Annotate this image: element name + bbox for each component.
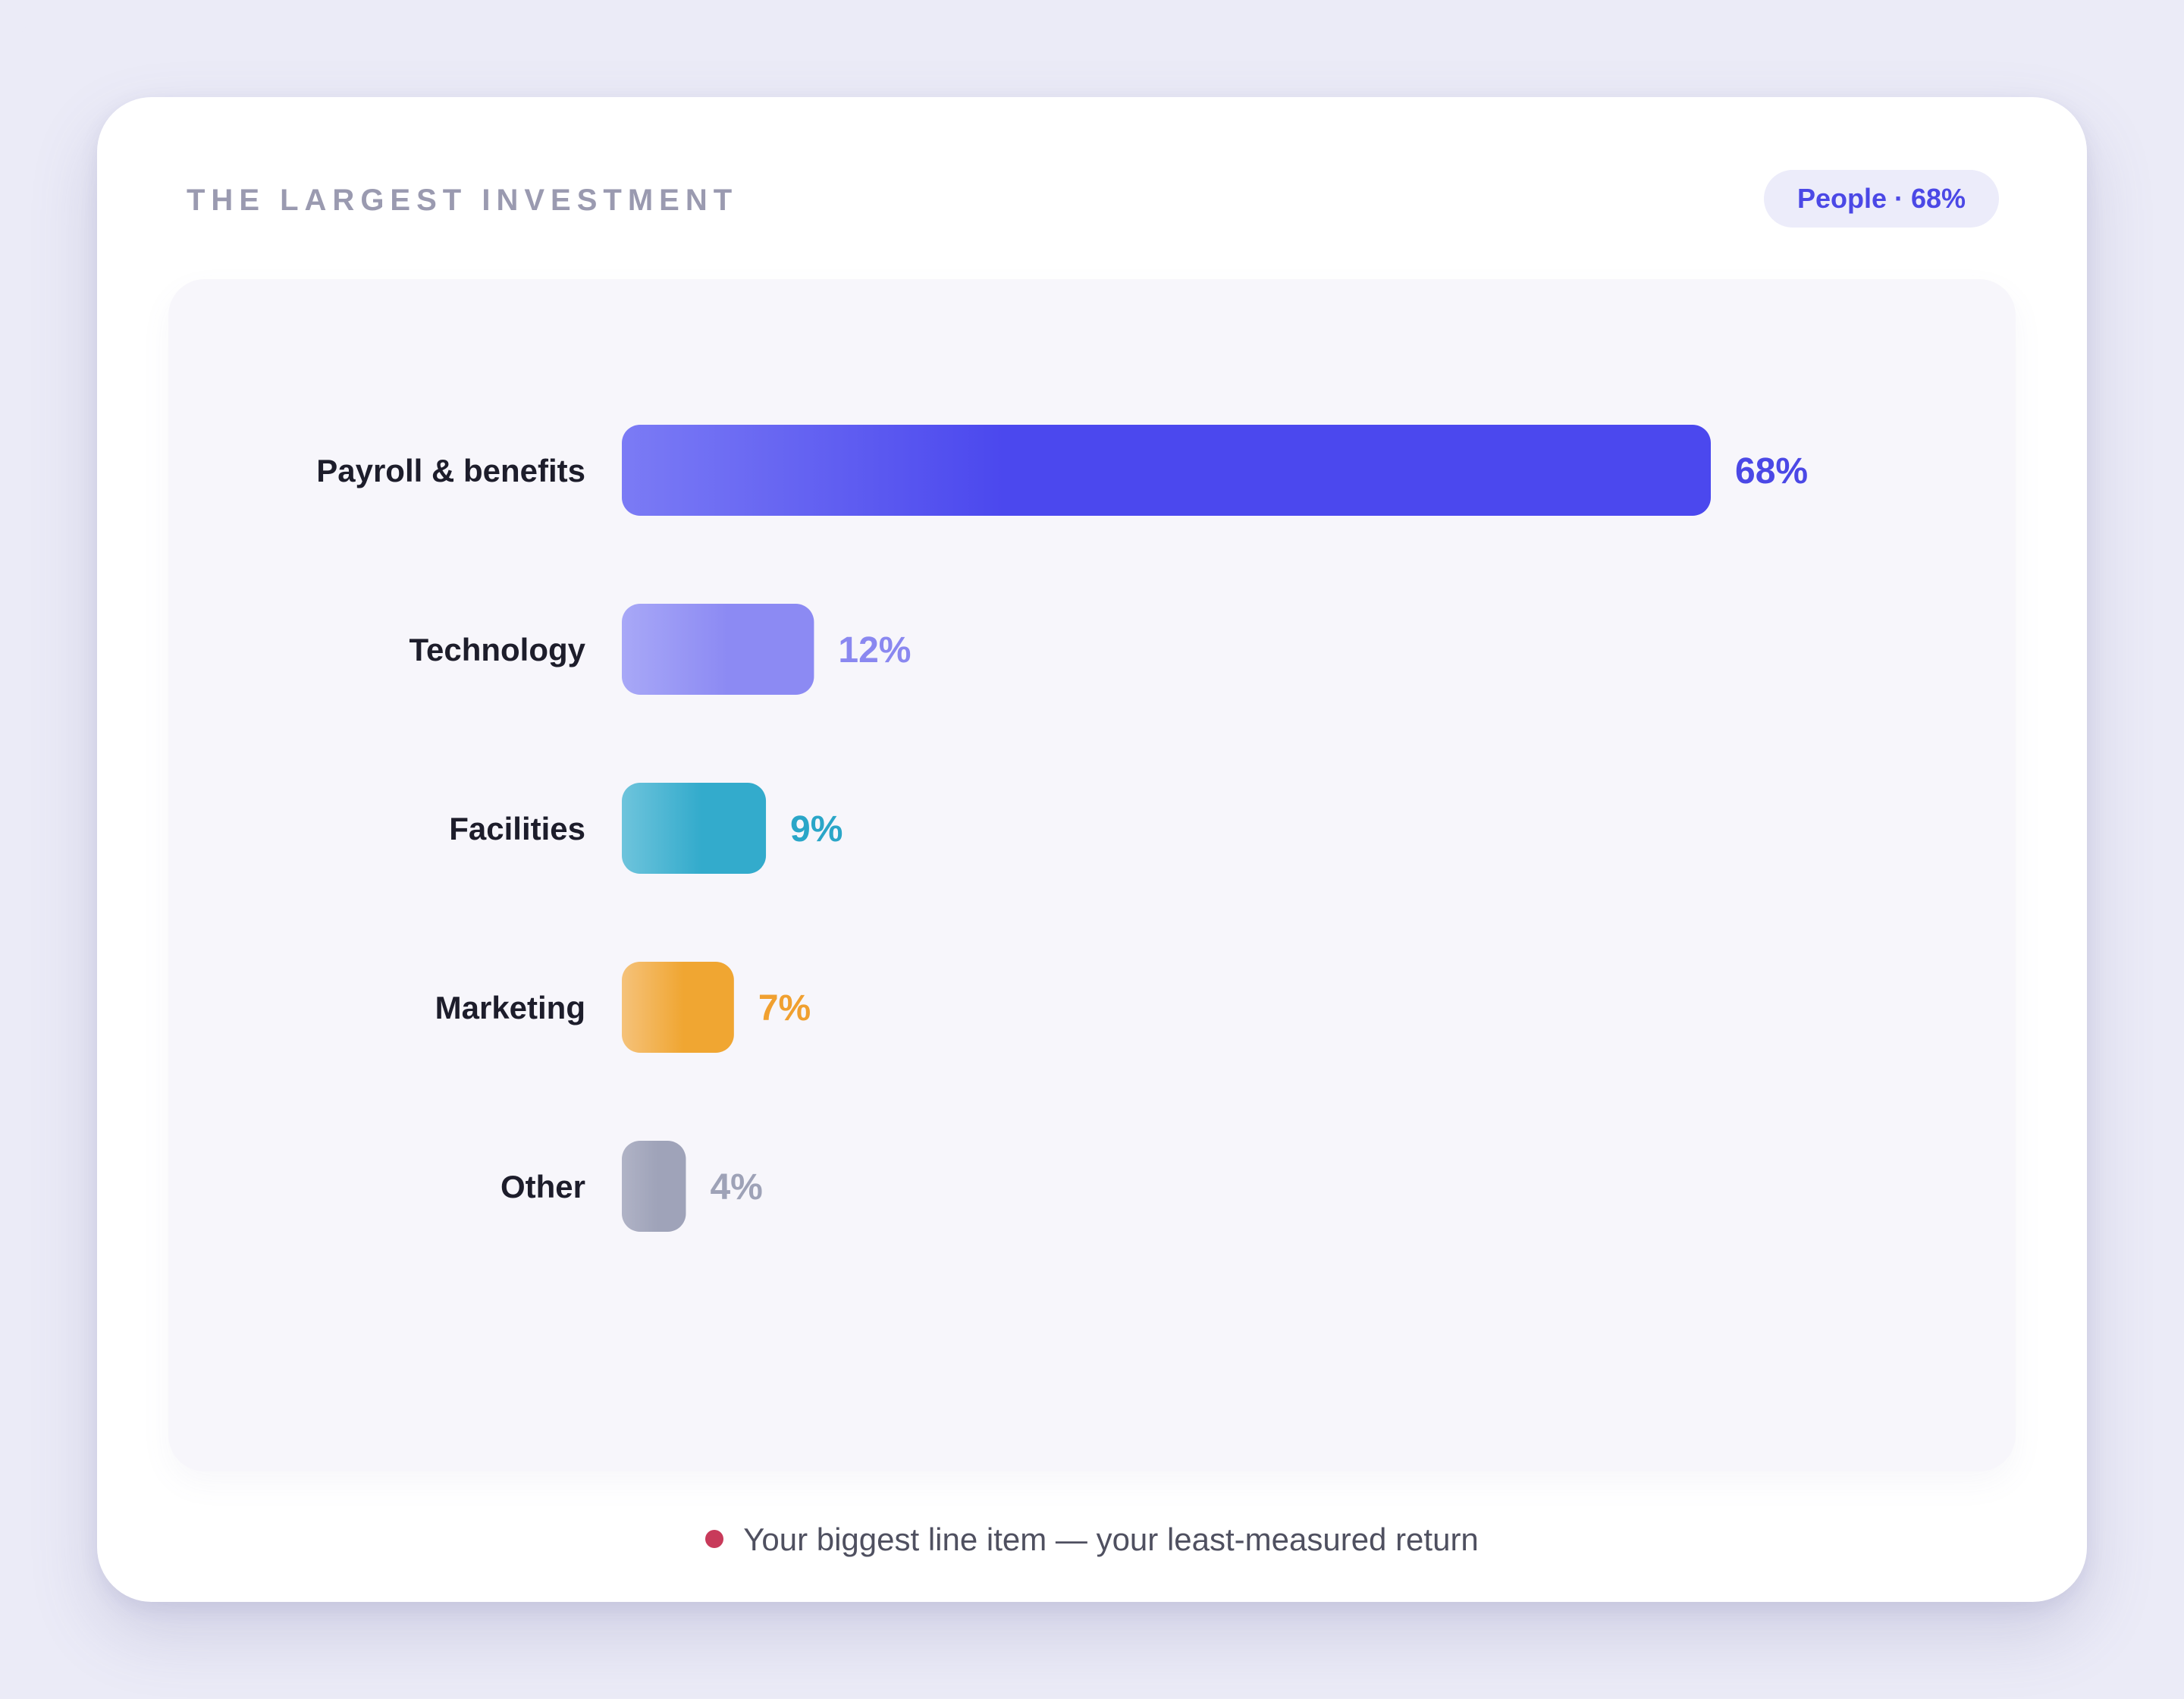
value-label: 7% (758, 988, 811, 1029)
footnote: Your biggest line item — your least-meas… (0, 1517, 2184, 1562)
people-badge: People · 68% (1764, 170, 1999, 228)
value-label: 12% (838, 630, 911, 670)
value-label: 68% (1735, 451, 1808, 491)
footnote-text: Your biggest line item — your least-meas… (743, 1522, 1479, 1557)
bar (622, 425, 1711, 516)
bar (622, 783, 767, 874)
bar (622, 1141, 686, 1232)
category-label: Payroll & benefits (316, 453, 585, 488)
category-label: Other (500, 1169, 585, 1204)
card-title: THE LARGEST INVESTMENT (187, 184, 739, 217)
value-label: 9% (790, 809, 843, 850)
footnote-dot-icon (705, 1529, 724, 1548)
category-label: Technology (409, 632, 585, 667)
value-label: 4% (710, 1167, 762, 1208)
bar (622, 962, 734, 1053)
category-label: Marketing (435, 990, 585, 1025)
bar (622, 604, 814, 695)
category-label: Facilities (449, 811, 585, 846)
